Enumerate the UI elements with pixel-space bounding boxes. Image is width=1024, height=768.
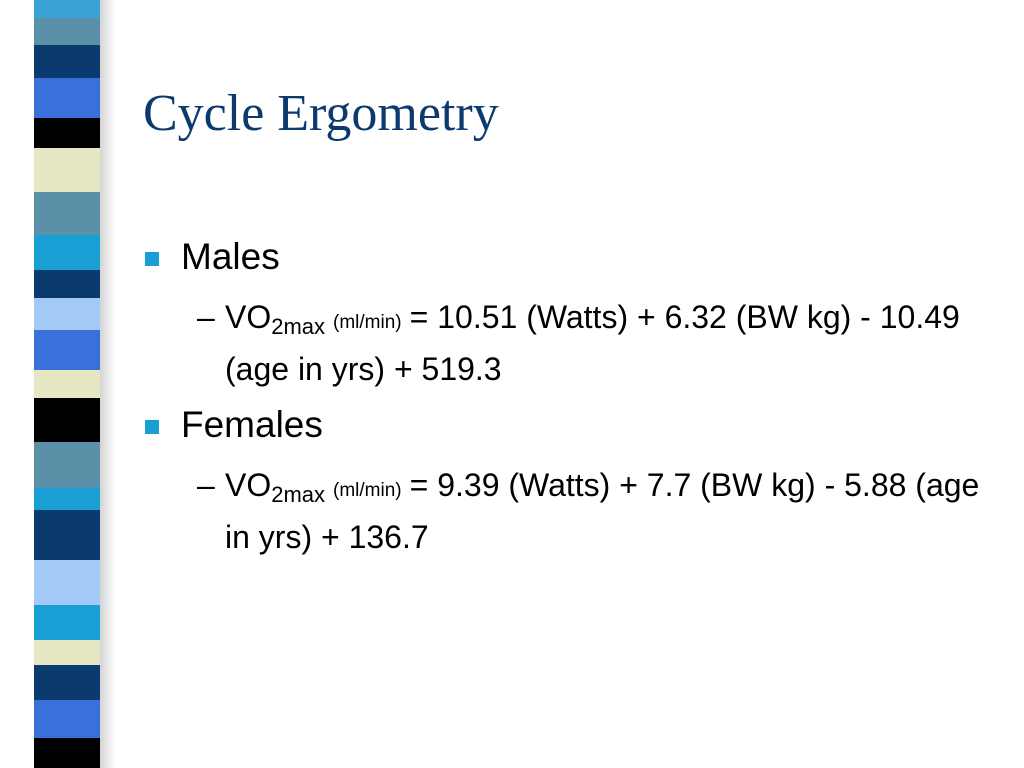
- formula-subscript: 2max: [271, 314, 326, 339]
- stripe-segment: [34, 0, 100, 18]
- stripe-segment: [34, 560, 100, 605]
- sub-marker: –: [197, 467, 215, 503]
- formula-subscript: 2max: [271, 482, 326, 507]
- formula-unit: (ml/min): [333, 480, 402, 501]
- stripe-segment: [34, 298, 100, 330]
- stripe-segment: [34, 148, 100, 192]
- formula-body: = 10.51 (Watts) + 6.32 (BW kg) - 10.49 (…: [225, 299, 960, 387]
- bullet-square: [145, 252, 159, 266]
- stripe-segment: [34, 45, 100, 78]
- stripe-segment: [34, 270, 100, 298]
- sub-marker: –: [197, 299, 215, 335]
- bullet-label: Females: [181, 404, 323, 445]
- stripe-segment: [34, 640, 100, 665]
- stripe-segment: [34, 78, 100, 118]
- stripe-segment: [34, 18, 100, 45]
- stripe-segment: [34, 118, 100, 148]
- slide-title: Cycle Ergometry: [143, 85, 499, 142]
- stripe-segment: [34, 192, 100, 235]
- stripe-segment: [34, 398, 100, 442]
- stripe-segment: [34, 235, 100, 270]
- stripe-segment: [34, 442, 100, 488]
- formula-base: VO: [225, 299, 272, 335]
- stripe-segment: [34, 510, 100, 560]
- stripe-segment: [34, 330, 100, 370]
- formula-unit: (ml/min): [333, 312, 402, 333]
- formula-body: = 9.39 (Watts) + 7.7 (BW kg) - 5.88 (age…: [225, 467, 980, 555]
- stripe-segment: [34, 738, 100, 768]
- stripe-segment: [34, 488, 100, 510]
- formula-base: VO: [225, 467, 272, 503]
- sub-item: – VO2max (ml/min) = 10.51 (Watts) + 6.32 (…: [197, 294, 985, 392]
- bullet-label: Males: [181, 236, 280, 277]
- stripe-segment: [34, 370, 100, 398]
- bullet-square: [145, 420, 159, 434]
- stripe-segment: [34, 605, 100, 640]
- sub-item: – VO2max (ml/min) = 9.39 (Watts) + 7.7 (BW…: [197, 462, 985, 560]
- stripe-segment: [34, 700, 100, 738]
- decorative-stripe: [34, 0, 100, 768]
- formula: VO2max (ml/min) = 10.51 (Watts) + 6.32 (BW…: [225, 294, 985, 392]
- formula: VO2max (ml/min) = 9.39 (Watts) + 7.7 (BW k…: [225, 462, 985, 560]
- stripe-segment: [34, 665, 100, 700]
